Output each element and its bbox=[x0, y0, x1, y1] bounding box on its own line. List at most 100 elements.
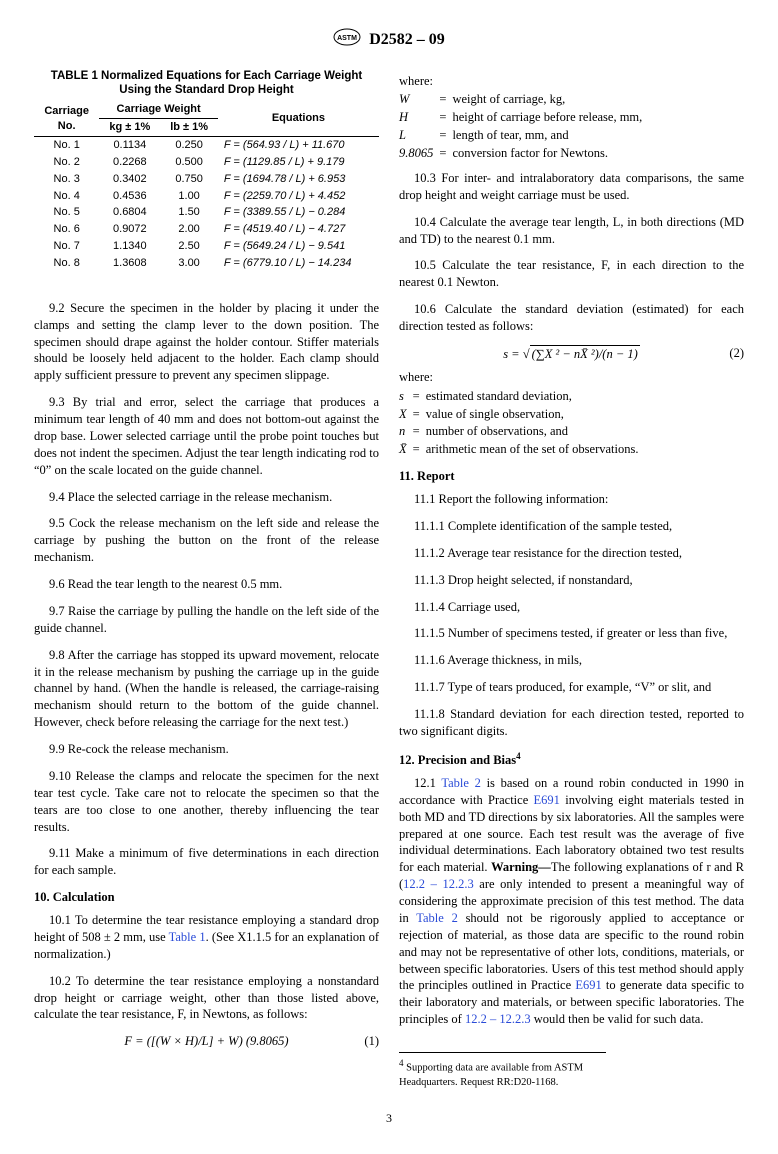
table1-col-lb: lb ± 1% bbox=[160, 119, 217, 137]
where-def: weight of carriage, kg, bbox=[452, 91, 744, 108]
where-eq: = bbox=[413, 406, 420, 423]
cell-eq: F = (564.93 / L) + 11.670 bbox=[218, 137, 379, 154]
where-def: value of single observation, bbox=[426, 406, 744, 423]
cell-eq: F = (5649.24 / L) − 9.541 bbox=[218, 238, 379, 255]
table-row: No. 50.68041.50F = (3389.55 / L) − 0.284 bbox=[34, 204, 379, 221]
para-9-3: 9.3 By trial and error, select the carri… bbox=[34, 394, 379, 478]
where-eq: = bbox=[413, 388, 420, 405]
cell-kg: 0.2268 bbox=[99, 154, 160, 171]
heading-11: 11. Report bbox=[399, 468, 744, 485]
link-e691-a[interactable]: E691 bbox=[534, 793, 560, 807]
footnote-text: Supporting data are available from ASTM … bbox=[399, 1063, 583, 1088]
cell-lb: 1.50 bbox=[160, 204, 217, 221]
cell-no: No. 6 bbox=[34, 221, 99, 238]
para-11-1-5: 11.1.5 Number of specimens tested, if gr… bbox=[399, 625, 744, 642]
para-9-6: 9.6 Read the tear length to the nearest … bbox=[34, 576, 379, 593]
cell-kg: 0.4536 bbox=[99, 188, 160, 205]
cell-lb: 2.50 bbox=[160, 238, 217, 255]
where-eq: = bbox=[439, 109, 446, 126]
link-table2-b[interactable]: Table 2 bbox=[416, 911, 458, 925]
cell-kg: 0.1134 bbox=[99, 137, 160, 154]
where-def: arithmetic mean of the set of observatio… bbox=[426, 441, 744, 458]
para-11-1-6: 11.1.6 Average thickness, in mils, bbox=[399, 652, 744, 669]
cell-kg: 0.9072 bbox=[99, 221, 160, 238]
two-column-layout: TABLE 1 Normalized Equations for Each Ca… bbox=[34, 69, 744, 1090]
equation-1: F = ([(W × H)/L] + W) (9.8065) (1) bbox=[34, 1033, 379, 1050]
where-symbol: X̄ bbox=[399, 441, 407, 458]
document-header: ASTM D2582 – 09 bbox=[34, 28, 744, 53]
heading-12-sup: 4 bbox=[516, 751, 521, 761]
para-10-1: 10.1 To determine the tear resistance em… bbox=[34, 912, 379, 963]
para-10-4: 10.4 Calculate the average tear length, … bbox=[399, 214, 744, 248]
cell-eq: F = (1694.78 / L) + 6.953 bbox=[218, 171, 379, 188]
table1-col-carriage: Carriage No. bbox=[34, 101, 99, 136]
para-11-1: 11.1 Report the following information: bbox=[399, 491, 744, 508]
p12-1-h: would then be valid for such data. bbox=[531, 1012, 704, 1026]
para-9-11: 9.11 Make a minimum of five determinatio… bbox=[34, 845, 379, 879]
para-11-1-4: 11.1.4 Carriage used, bbox=[399, 599, 744, 616]
cell-eq: F = (2259.70 / L) + 4.452 bbox=[218, 188, 379, 205]
table-row: No. 71.13402.50F = (5649.24 / L) − 9.541 bbox=[34, 238, 379, 255]
equation-2: s = √(∑X ² − nX̄ ²)/(n − 1) (2) bbox=[399, 345, 744, 363]
where-list-1: W=weight of carriage, kg,H=height of car… bbox=[399, 91, 744, 162]
link-table1[interactable]: Table 1 bbox=[169, 930, 206, 944]
cell-no: No. 3 bbox=[34, 171, 99, 188]
cell-lb: 0.250 bbox=[160, 137, 217, 154]
heading-12-text: 12. Precision and Bias bbox=[399, 753, 516, 767]
link-12-2-a[interactable]: 12.2 – 12.2.3 bbox=[403, 877, 474, 891]
table1-caption: TABLE 1 Normalized Equations for Each Ca… bbox=[34, 69, 379, 98]
right-column: where: W=weight of carriage, kg,H=height… bbox=[399, 69, 744, 1090]
cell-eq: F = (4519.40 / L) − 4.727 bbox=[218, 221, 379, 238]
where-symbol: 9.8065 bbox=[399, 145, 433, 162]
svg-text:ASTM: ASTM bbox=[337, 35, 357, 42]
cell-kg: 0.3402 bbox=[99, 171, 160, 188]
link-12-2-b[interactable]: 12.2 – 12.2.3 bbox=[465, 1012, 531, 1026]
where-symbol: L bbox=[399, 127, 433, 144]
where-symbol: X bbox=[399, 406, 407, 423]
left-column: TABLE 1 Normalized Equations for Each Ca… bbox=[34, 69, 379, 1090]
cell-eq: F = (1129.85 / L) + 9.179 bbox=[218, 154, 379, 171]
para-11-1-8: 11.1.8 Standard deviation for each direc… bbox=[399, 706, 744, 740]
p12-1-a: 12.1 bbox=[414, 776, 441, 790]
equation-2-rad: (∑X ² − nX̄ ²)/(n − 1) bbox=[530, 345, 640, 363]
astm-logo: ASTM bbox=[333, 28, 361, 53]
where-eq: = bbox=[439, 127, 446, 144]
where-symbol: n bbox=[399, 423, 407, 440]
heading-10: 10. Calculation bbox=[34, 889, 379, 906]
page-number: 3 bbox=[34, 1110, 744, 1126]
equation-2-pre: s = bbox=[503, 347, 523, 361]
link-e691-b[interactable]: E691 bbox=[575, 978, 601, 992]
para-10-2: 10.2 To determine the tear resistance em… bbox=[34, 973, 379, 1024]
table1-col-eq: Equations bbox=[218, 101, 379, 136]
para-9-2: 9.2 Secure the specimen in the holder by… bbox=[34, 300, 379, 384]
cell-eq: F = (3389.55 / L) − 0.284 bbox=[218, 204, 379, 221]
heading-12: 12. Precision and Bias4 bbox=[399, 750, 744, 769]
link-table2-a[interactable]: Table 2 bbox=[441, 776, 481, 790]
table1-group-weight: Carriage Weight bbox=[99, 101, 218, 118]
para-9-10: 9.10 Release the clamps and relocate the… bbox=[34, 768, 379, 836]
where-eq: = bbox=[439, 91, 446, 108]
where-eq: = bbox=[413, 441, 420, 458]
para-9-9: 9.9 Re-cock the release mechanism. bbox=[34, 741, 379, 758]
cell-kg: 1.3608 bbox=[99, 255, 160, 272]
cell-eq: F = (6779.10 / L) − 14.234 bbox=[218, 255, 379, 272]
designation: D2582 – 09 bbox=[369, 31, 445, 48]
table-row: No. 40.45361.00F = (2259.70 / L) + 4.452 bbox=[34, 188, 379, 205]
where-eq: = bbox=[413, 423, 420, 440]
cell-lb: 0.500 bbox=[160, 154, 217, 171]
table1-col-kg: kg ± 1% bbox=[99, 119, 160, 137]
para-9-5: 9.5 Cock the release mechanism on the le… bbox=[34, 515, 379, 566]
cell-lb: 3.00 bbox=[160, 255, 217, 272]
equation-2-num: (2) bbox=[729, 345, 744, 362]
where-def: number of observations, and bbox=[426, 423, 744, 440]
cell-lb: 2.00 bbox=[160, 221, 217, 238]
equation-1-num: (1) bbox=[364, 1033, 379, 1050]
para-10-6: 10.6 Calculate the standard deviation (e… bbox=[399, 301, 744, 335]
para-9-4: 9.4 Place the selected carriage in the r… bbox=[34, 489, 379, 506]
where-def: length of tear, mm, and bbox=[452, 127, 744, 144]
cell-kg: 1.1340 bbox=[99, 238, 160, 255]
cell-no: No. 8 bbox=[34, 255, 99, 272]
para-11-1-2: 11.1.2 Average tear resistance for the d… bbox=[399, 545, 744, 562]
table-row: No. 81.36083.00F = (6779.10 / L) − 14.23… bbox=[34, 255, 379, 272]
cell-no: No. 4 bbox=[34, 188, 99, 205]
